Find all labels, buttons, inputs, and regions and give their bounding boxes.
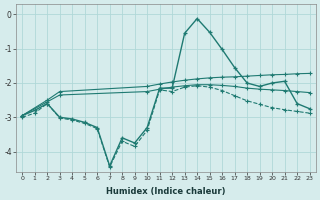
X-axis label: Humidex (Indice chaleur): Humidex (Indice chaleur) — [106, 187, 226, 196]
